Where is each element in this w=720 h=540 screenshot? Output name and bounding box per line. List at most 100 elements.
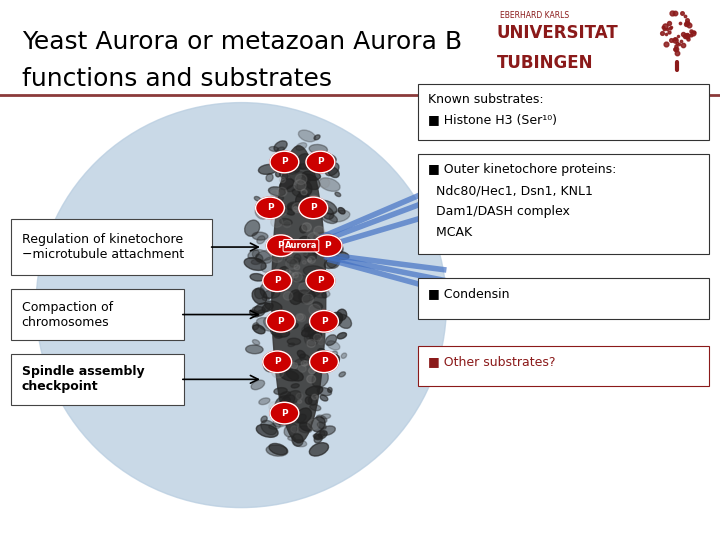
Ellipse shape	[257, 236, 265, 244]
Ellipse shape	[273, 206, 287, 217]
Ellipse shape	[279, 417, 287, 422]
Ellipse shape	[287, 404, 296, 411]
Ellipse shape	[258, 398, 270, 404]
Ellipse shape	[309, 368, 315, 374]
Ellipse shape	[256, 318, 278, 331]
Ellipse shape	[310, 333, 322, 340]
Ellipse shape	[284, 390, 301, 404]
Ellipse shape	[256, 424, 278, 437]
Ellipse shape	[250, 310, 259, 317]
Ellipse shape	[318, 178, 330, 188]
Ellipse shape	[302, 171, 320, 180]
Circle shape	[310, 351, 338, 373]
Text: P: P	[274, 276, 281, 285]
Ellipse shape	[282, 395, 294, 407]
Ellipse shape	[303, 251, 307, 255]
Text: P: P	[320, 357, 328, 366]
Ellipse shape	[294, 180, 306, 191]
Ellipse shape	[276, 416, 282, 421]
Text: P: P	[281, 158, 288, 166]
Ellipse shape	[308, 396, 317, 405]
Ellipse shape	[263, 204, 271, 212]
Text: UNIVERSITAT: UNIVERSITAT	[497, 24, 618, 42]
Ellipse shape	[271, 252, 283, 262]
Ellipse shape	[339, 372, 346, 377]
Ellipse shape	[324, 258, 338, 268]
Ellipse shape	[297, 408, 312, 423]
Ellipse shape	[289, 290, 302, 305]
Ellipse shape	[287, 185, 296, 192]
Ellipse shape	[269, 423, 280, 429]
Ellipse shape	[265, 301, 282, 312]
Ellipse shape	[304, 324, 311, 332]
Ellipse shape	[297, 314, 306, 322]
Ellipse shape	[283, 271, 294, 281]
Ellipse shape	[296, 314, 303, 320]
Ellipse shape	[327, 341, 340, 350]
Ellipse shape	[287, 338, 301, 345]
Text: ■ Histone H3 (Ser¹⁰): ■ Histone H3 (Ser¹⁰)	[428, 113, 557, 126]
Ellipse shape	[273, 415, 292, 427]
FancyBboxPatch shape	[11, 354, 184, 405]
Ellipse shape	[286, 258, 298, 269]
Ellipse shape	[321, 207, 333, 219]
Ellipse shape	[325, 335, 336, 346]
Text: P: P	[324, 241, 331, 250]
Ellipse shape	[306, 334, 316, 339]
Ellipse shape	[325, 241, 342, 258]
Text: P: P	[310, 204, 317, 212]
Text: ■ Condensin: ■ Condensin	[428, 287, 510, 300]
Ellipse shape	[298, 365, 306, 372]
Text: MCAK: MCAK	[428, 226, 472, 239]
Ellipse shape	[250, 274, 264, 281]
Text: P: P	[317, 158, 324, 166]
Text: P: P	[317, 276, 324, 285]
Ellipse shape	[300, 354, 310, 363]
FancyBboxPatch shape	[418, 278, 709, 319]
FancyBboxPatch shape	[11, 219, 212, 275]
Circle shape	[299, 197, 328, 219]
Ellipse shape	[301, 361, 307, 366]
Ellipse shape	[318, 338, 325, 345]
Ellipse shape	[271, 407, 278, 411]
Ellipse shape	[313, 302, 323, 309]
Ellipse shape	[253, 340, 260, 345]
Ellipse shape	[297, 154, 311, 169]
Ellipse shape	[307, 258, 312, 262]
Text: ■ Other substrates?: ■ Other substrates?	[428, 355, 556, 368]
Ellipse shape	[289, 323, 298, 329]
Ellipse shape	[335, 252, 349, 260]
Ellipse shape	[318, 422, 326, 429]
Circle shape	[306, 151, 335, 173]
Ellipse shape	[290, 167, 300, 172]
Ellipse shape	[308, 195, 320, 206]
Ellipse shape	[314, 435, 323, 443]
Text: Yeast Aurora or metazoan Aurora B: Yeast Aurora or metazoan Aurora B	[22, 30, 462, 53]
Ellipse shape	[298, 237, 312, 253]
Ellipse shape	[318, 200, 337, 214]
Ellipse shape	[320, 426, 336, 435]
Ellipse shape	[312, 370, 328, 388]
Ellipse shape	[261, 416, 267, 422]
Text: P: P	[274, 357, 281, 366]
Ellipse shape	[293, 275, 307, 282]
FancyBboxPatch shape	[418, 346, 709, 386]
Ellipse shape	[296, 192, 310, 208]
Ellipse shape	[311, 416, 325, 431]
Ellipse shape	[299, 282, 311, 293]
Ellipse shape	[252, 232, 268, 240]
Ellipse shape	[314, 356, 323, 362]
Circle shape	[266, 235, 295, 256]
Ellipse shape	[253, 325, 265, 334]
Ellipse shape	[272, 146, 325, 443]
Text: TUBINGEN: TUBINGEN	[497, 54, 593, 72]
Ellipse shape	[287, 160, 301, 174]
Text: Dam1/DASH complex: Dam1/DASH complex	[428, 205, 570, 218]
Ellipse shape	[262, 297, 269, 301]
Ellipse shape	[280, 275, 294, 284]
Ellipse shape	[276, 171, 281, 177]
Ellipse shape	[293, 207, 298, 211]
Ellipse shape	[312, 394, 318, 400]
Ellipse shape	[244, 258, 266, 271]
Ellipse shape	[336, 245, 343, 253]
